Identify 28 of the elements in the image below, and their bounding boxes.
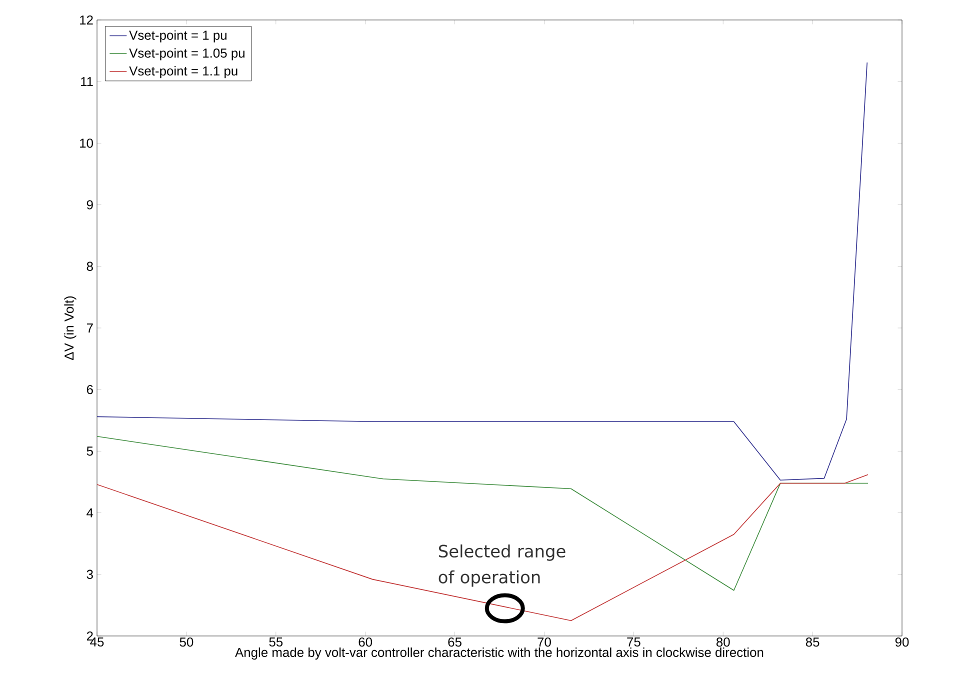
x-axis-title: Angle made by volt-var controller characteristic with the horizontal axis in clockwise direction xyxy=(235,648,764,660)
y-tick-label: 9 xyxy=(86,200,93,210)
line-series xyxy=(97,474,868,621)
annotation: Selected range of operation xyxy=(438,544,566,587)
line-series xyxy=(97,62,868,481)
y-tick-label: 3 xyxy=(86,570,93,579)
y-axis-title: ΔV (in Volt) xyxy=(64,296,76,360)
legend-label: Vset-point = 1 pu xyxy=(129,30,226,42)
legend-label: Vset-point = 1.1 pu xyxy=(129,66,238,78)
x-tick-label: 85 xyxy=(806,638,820,647)
y-tick-label: 8 xyxy=(86,262,93,271)
y-tick-label: 5 xyxy=(86,446,93,456)
x-tick-label: 60 xyxy=(358,638,372,647)
x-tick-label: 90 xyxy=(895,638,909,647)
legend-label: Vset-point = 1.05 pu xyxy=(129,48,244,60)
x-tick-label: 55 xyxy=(269,638,283,647)
y-tick-label: 6 xyxy=(86,384,93,394)
y-tick-label: 10 xyxy=(80,138,93,148)
x-tick-label: 70 xyxy=(538,638,551,647)
x-tick-label: 75 xyxy=(627,638,640,647)
y-tick-label: 7 xyxy=(86,324,93,332)
y-tick-label: 12 xyxy=(80,15,93,25)
x-tick-label: 65 xyxy=(448,638,462,647)
x-tick-label: 80 xyxy=(716,638,730,647)
y-tick-label: 4 xyxy=(86,508,94,518)
x-tick-label: 50 xyxy=(180,638,194,647)
line-series xyxy=(97,436,868,591)
y-tick-label: 11 xyxy=(81,77,93,86)
